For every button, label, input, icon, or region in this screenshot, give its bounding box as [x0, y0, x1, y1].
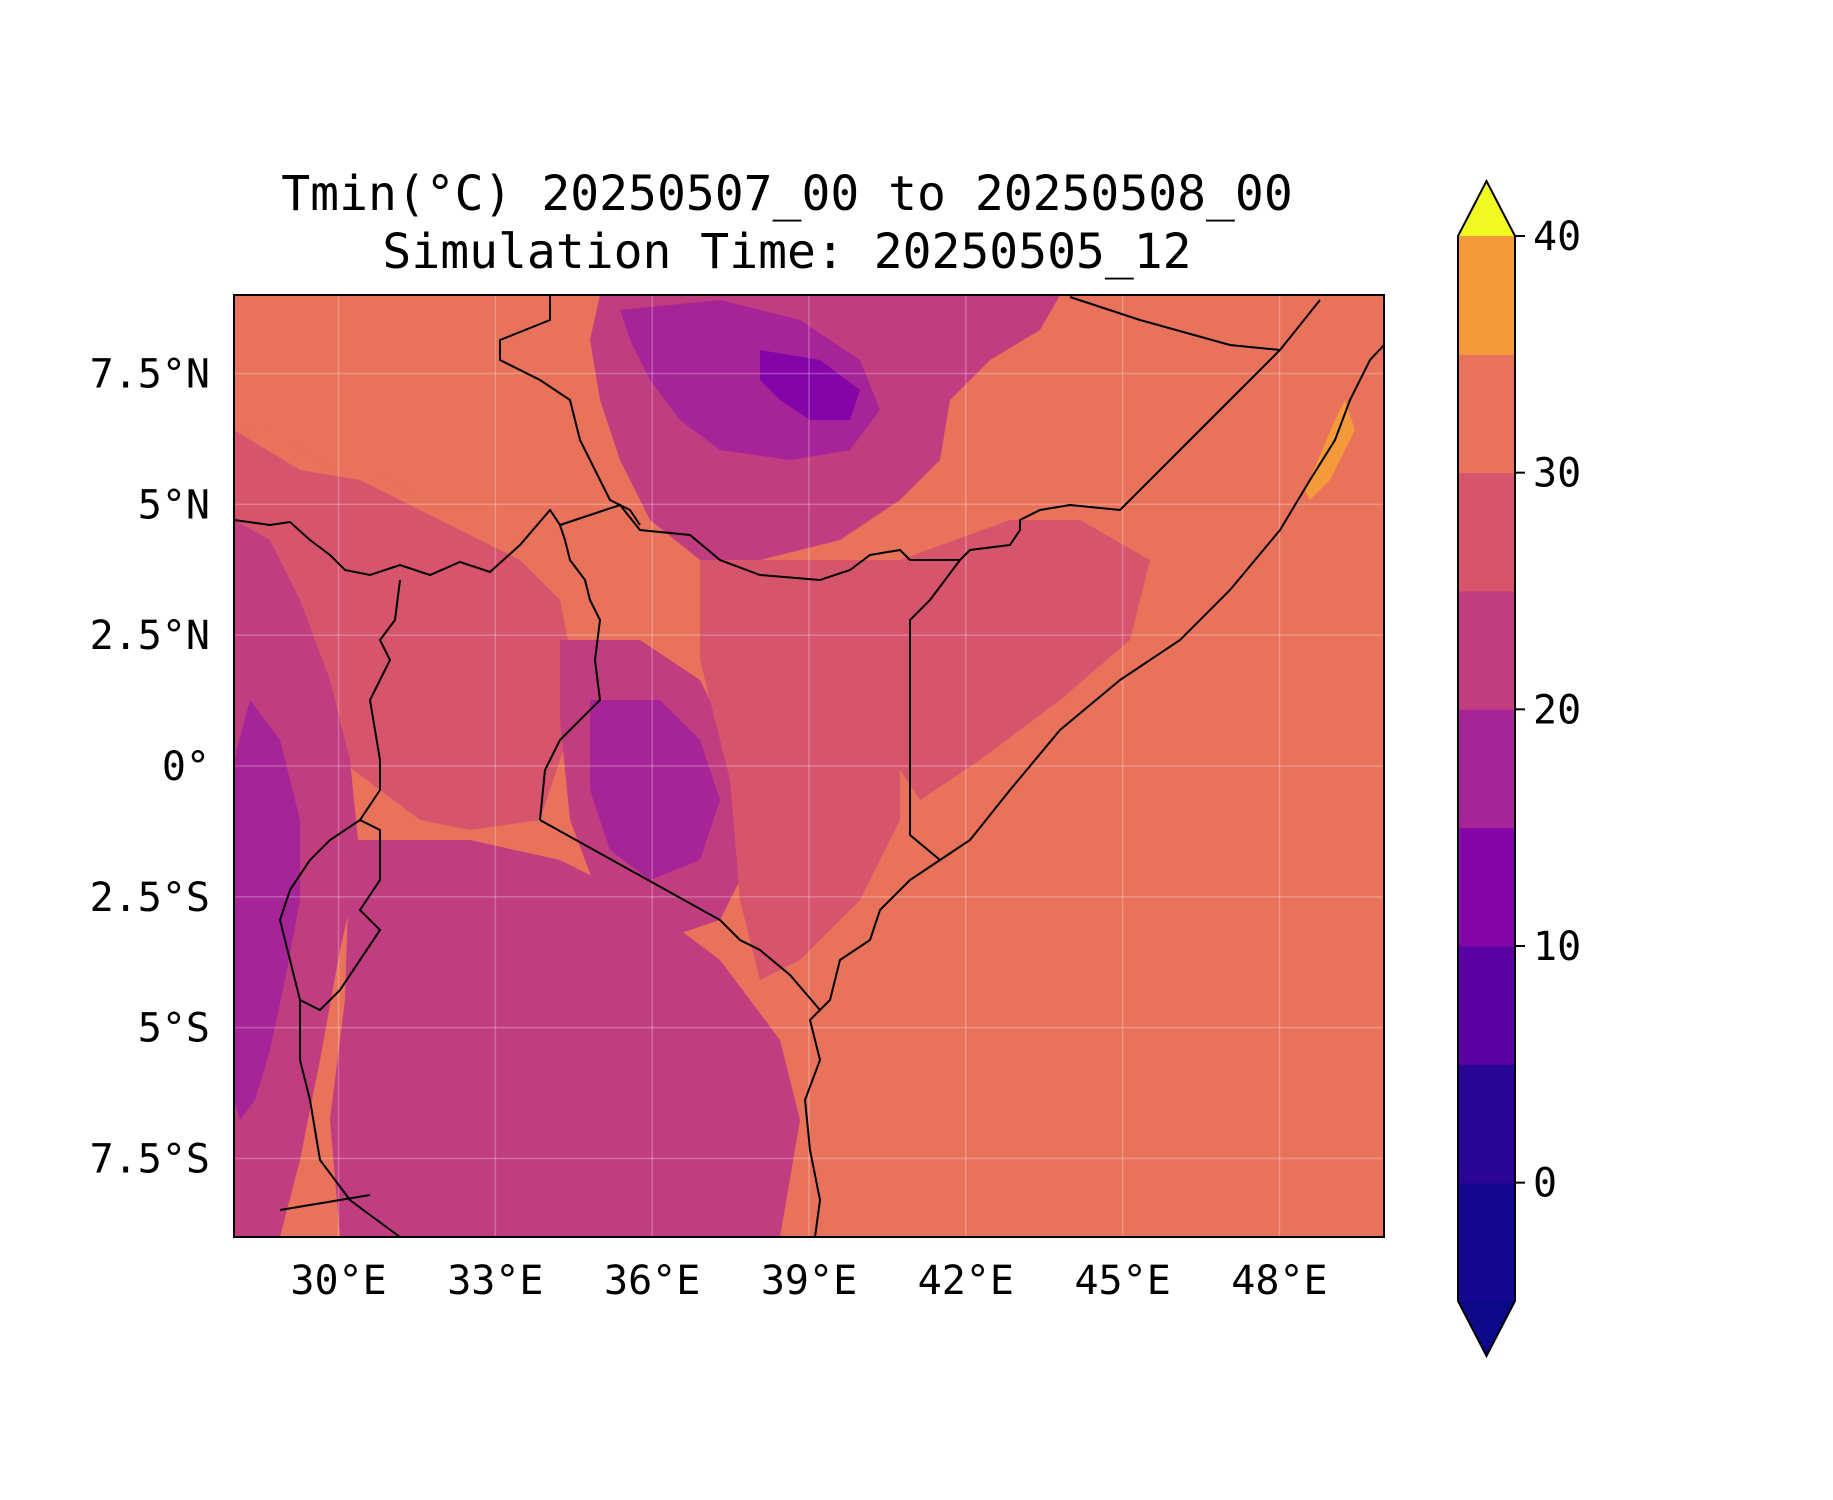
temperature-field: [234, 295, 1355, 1237]
x-tick-label: 42°E: [918, 1258, 1014, 1304]
x-tick-label: 48°E: [1231, 1258, 1327, 1304]
x-tick-label: 45°E: [1074, 1258, 1170, 1304]
border-drc-uganda-west: [359, 579, 401, 821]
colorbar-segment: [1458, 591, 1515, 710]
colorbar-tick-label: 40: [1533, 214, 1581, 260]
map-panel: [233, 294, 1385, 1238]
chart-title-line2: Simulation Time: 20250505_12: [382, 224, 1191, 280]
y-tick-label: 7.5°S: [90, 1137, 210, 1183]
y-tick-label: 0°: [162, 744, 210, 790]
map-frame: [233, 294, 1385, 1238]
colorbar-segment: [1458, 472, 1515, 592]
colorbar-segment: [1458, 1182, 1515, 1302]
colorbar-segment: [1458, 236, 1515, 355]
y-tick-label: 2.5°S: [90, 875, 210, 921]
border-kenya-uganda-ethiopia: [234, 508, 602, 821]
chart-title-line1: Tmin(°C) 20250507_00 to 20250508_00: [281, 166, 1292, 222]
country-borders: [234, 295, 1384, 1237]
colorbar-outline: [1457, 178, 1516, 1359]
region-somali-coast-hot: [1305, 400, 1355, 500]
y-tick-label: 2.5°N: [90, 613, 210, 659]
region-tanzania-interior: [330, 840, 800, 1237]
region-kenya-east: [700, 560, 900, 980]
border-ethiopia-somalia-north: [1069, 296, 1281, 351]
gridlines: [234, 295, 1384, 1237]
colorbar-segment: [1458, 946, 1515, 1065]
border-tanzania-drc-lake: [299, 1000, 401, 1237]
border-tanzania-zambia: [279, 1194, 371, 1211]
border-south-sudan-ethiopia: [559, 503, 960, 582]
colorbar-tick-label: 10: [1533, 924, 1581, 970]
border-sudan-ethiopia: [499, 295, 641, 526]
colorbar-segment: [1458, 827, 1515, 947]
x-tick-label: 36°E: [604, 1258, 700, 1304]
border-kenya-somalia: [909, 299, 1321, 861]
border-kenya-tanzania: [539, 819, 821, 1011]
region-somali-interior: [870, 520, 1150, 800]
coastline-east-africa: [803, 344, 1384, 1237]
colorbar-extend-max: [1458, 181, 1515, 236]
region-sudan-plains-warm: [234, 295, 610, 560]
y-tick-label: 5°S: [138, 1006, 210, 1052]
colorbar-segment: [1458, 709, 1515, 829]
border-rwanda-burundi: [278, 818, 382, 1012]
y-tick-label: 7.5°N: [90, 352, 210, 398]
x-tick-label: 33°E: [447, 1258, 543, 1304]
colorbar: 0 10 20 30 40: [1457, 178, 1581, 1359]
region-kenya-highlands-core: [590, 700, 720, 880]
colorbar-segment: [1458, 1064, 1515, 1184]
region-western-rift-cooler: [234, 700, 300, 1120]
colorbar-tick-label: 20: [1533, 687, 1581, 733]
colorbar-extend-min: [1458, 1301, 1515, 1356]
x-tick-label: 30°E: [290, 1258, 386, 1304]
x-tick-label: 39°E: [761, 1258, 857, 1304]
y-tick-label: 5°N: [138, 482, 210, 528]
colorbar-tick-label: 0: [1533, 1161, 1557, 1207]
x-axis-ticks: 30°E 33°E 36°E 39°E 42°E 45°E 48°E: [290, 1258, 1327, 1304]
y-axis-ticks: 7.5°N 5°N 2.5°N 0° 2.5°S 5°S 7.5°S: [90, 352, 210, 1183]
colorbar-tick-label: 30: [1533, 451, 1581, 497]
colorbar-segment: [1458, 354, 1515, 474]
region-ethiopian-highlands-peak: [760, 350, 860, 420]
